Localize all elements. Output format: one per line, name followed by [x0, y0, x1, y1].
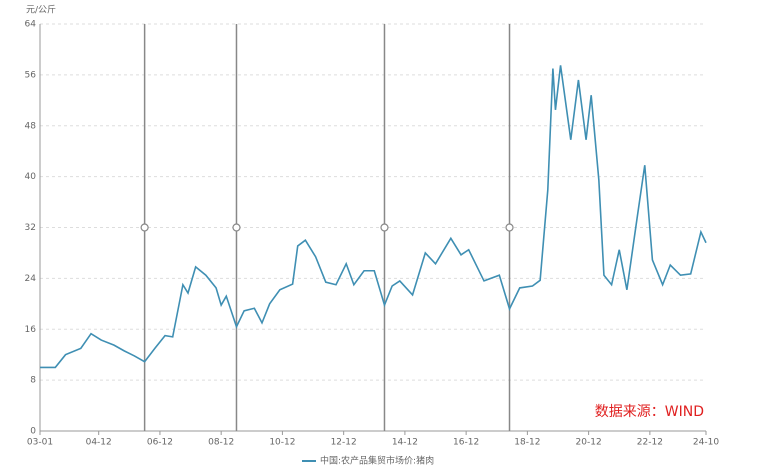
- x-tick-label: 08-12: [208, 438, 234, 448]
- x-tick-label: 12-12: [331, 438, 357, 448]
- cycle-marker: [140, 223, 149, 232]
- x-tick-label: 16-12: [453, 438, 479, 448]
- data-line: [40, 65, 707, 369]
- cycle-marker: [232, 223, 241, 232]
- y-tick-label: 16: [25, 325, 37, 335]
- x-tick-label: 24-10: [693, 438, 719, 448]
- y-tick-label: 40: [25, 172, 37, 182]
- y-tick-label: 56: [25, 70, 37, 80]
- y-tick-label: 64: [25, 20, 37, 30]
- y-tick-label: 0: [30, 427, 36, 437]
- x-tick-label: 14-12: [392, 438, 418, 448]
- x-tick-label: 18-12: [514, 438, 540, 448]
- x-tick-label: 10-12: [269, 438, 295, 448]
- x-tick-label: 20-12: [576, 438, 602, 448]
- y-tick-label: 24: [25, 274, 37, 284]
- x-tick-label: 22-12: [637, 438, 663, 448]
- y-tick-label: 48: [25, 121, 37, 131]
- cycle-marker: [505, 223, 514, 232]
- cycle-marker: [380, 223, 389, 232]
- y-tick-label: 8: [30, 376, 36, 386]
- x-tick-label: 06-12: [147, 438, 173, 448]
- x-tick-label: 03-01: [27, 438, 53, 448]
- y-axis-label: 元/公斤: [26, 5, 56, 16]
- y-tick-label: 32: [25, 223, 36, 233]
- legend-label: 中国:农产品集贸市场价:猪肉: [320, 455, 434, 467]
- x-tick-label: 04-12: [86, 438, 112, 448]
- source-note: 数据来源：WIND: [595, 404, 704, 420]
